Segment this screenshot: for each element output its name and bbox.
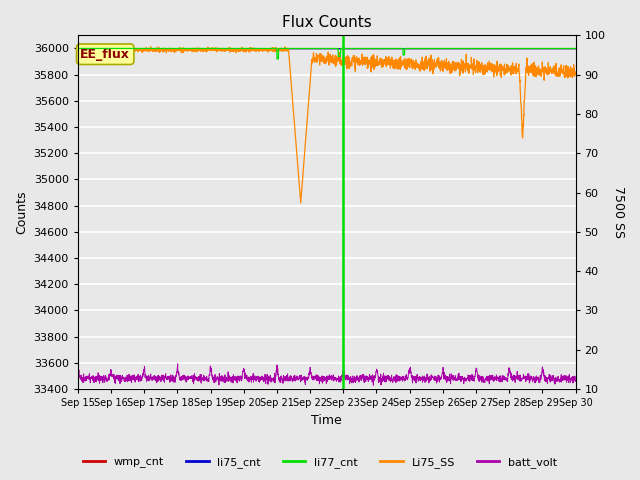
Legend: wmp_cnt, li75_cnt, li77_cnt, Li75_SS, batt_volt: wmp_cnt, li75_cnt, li77_cnt, Li75_SS, ba…: [78, 452, 562, 472]
Text: EE_flux: EE_flux: [81, 48, 130, 60]
Y-axis label: Counts: Counts: [15, 191, 28, 234]
X-axis label: Time: Time: [311, 414, 342, 427]
Title: Flux Counts: Flux Counts: [282, 15, 372, 30]
Y-axis label: 7500 SS: 7500 SS: [612, 186, 625, 238]
